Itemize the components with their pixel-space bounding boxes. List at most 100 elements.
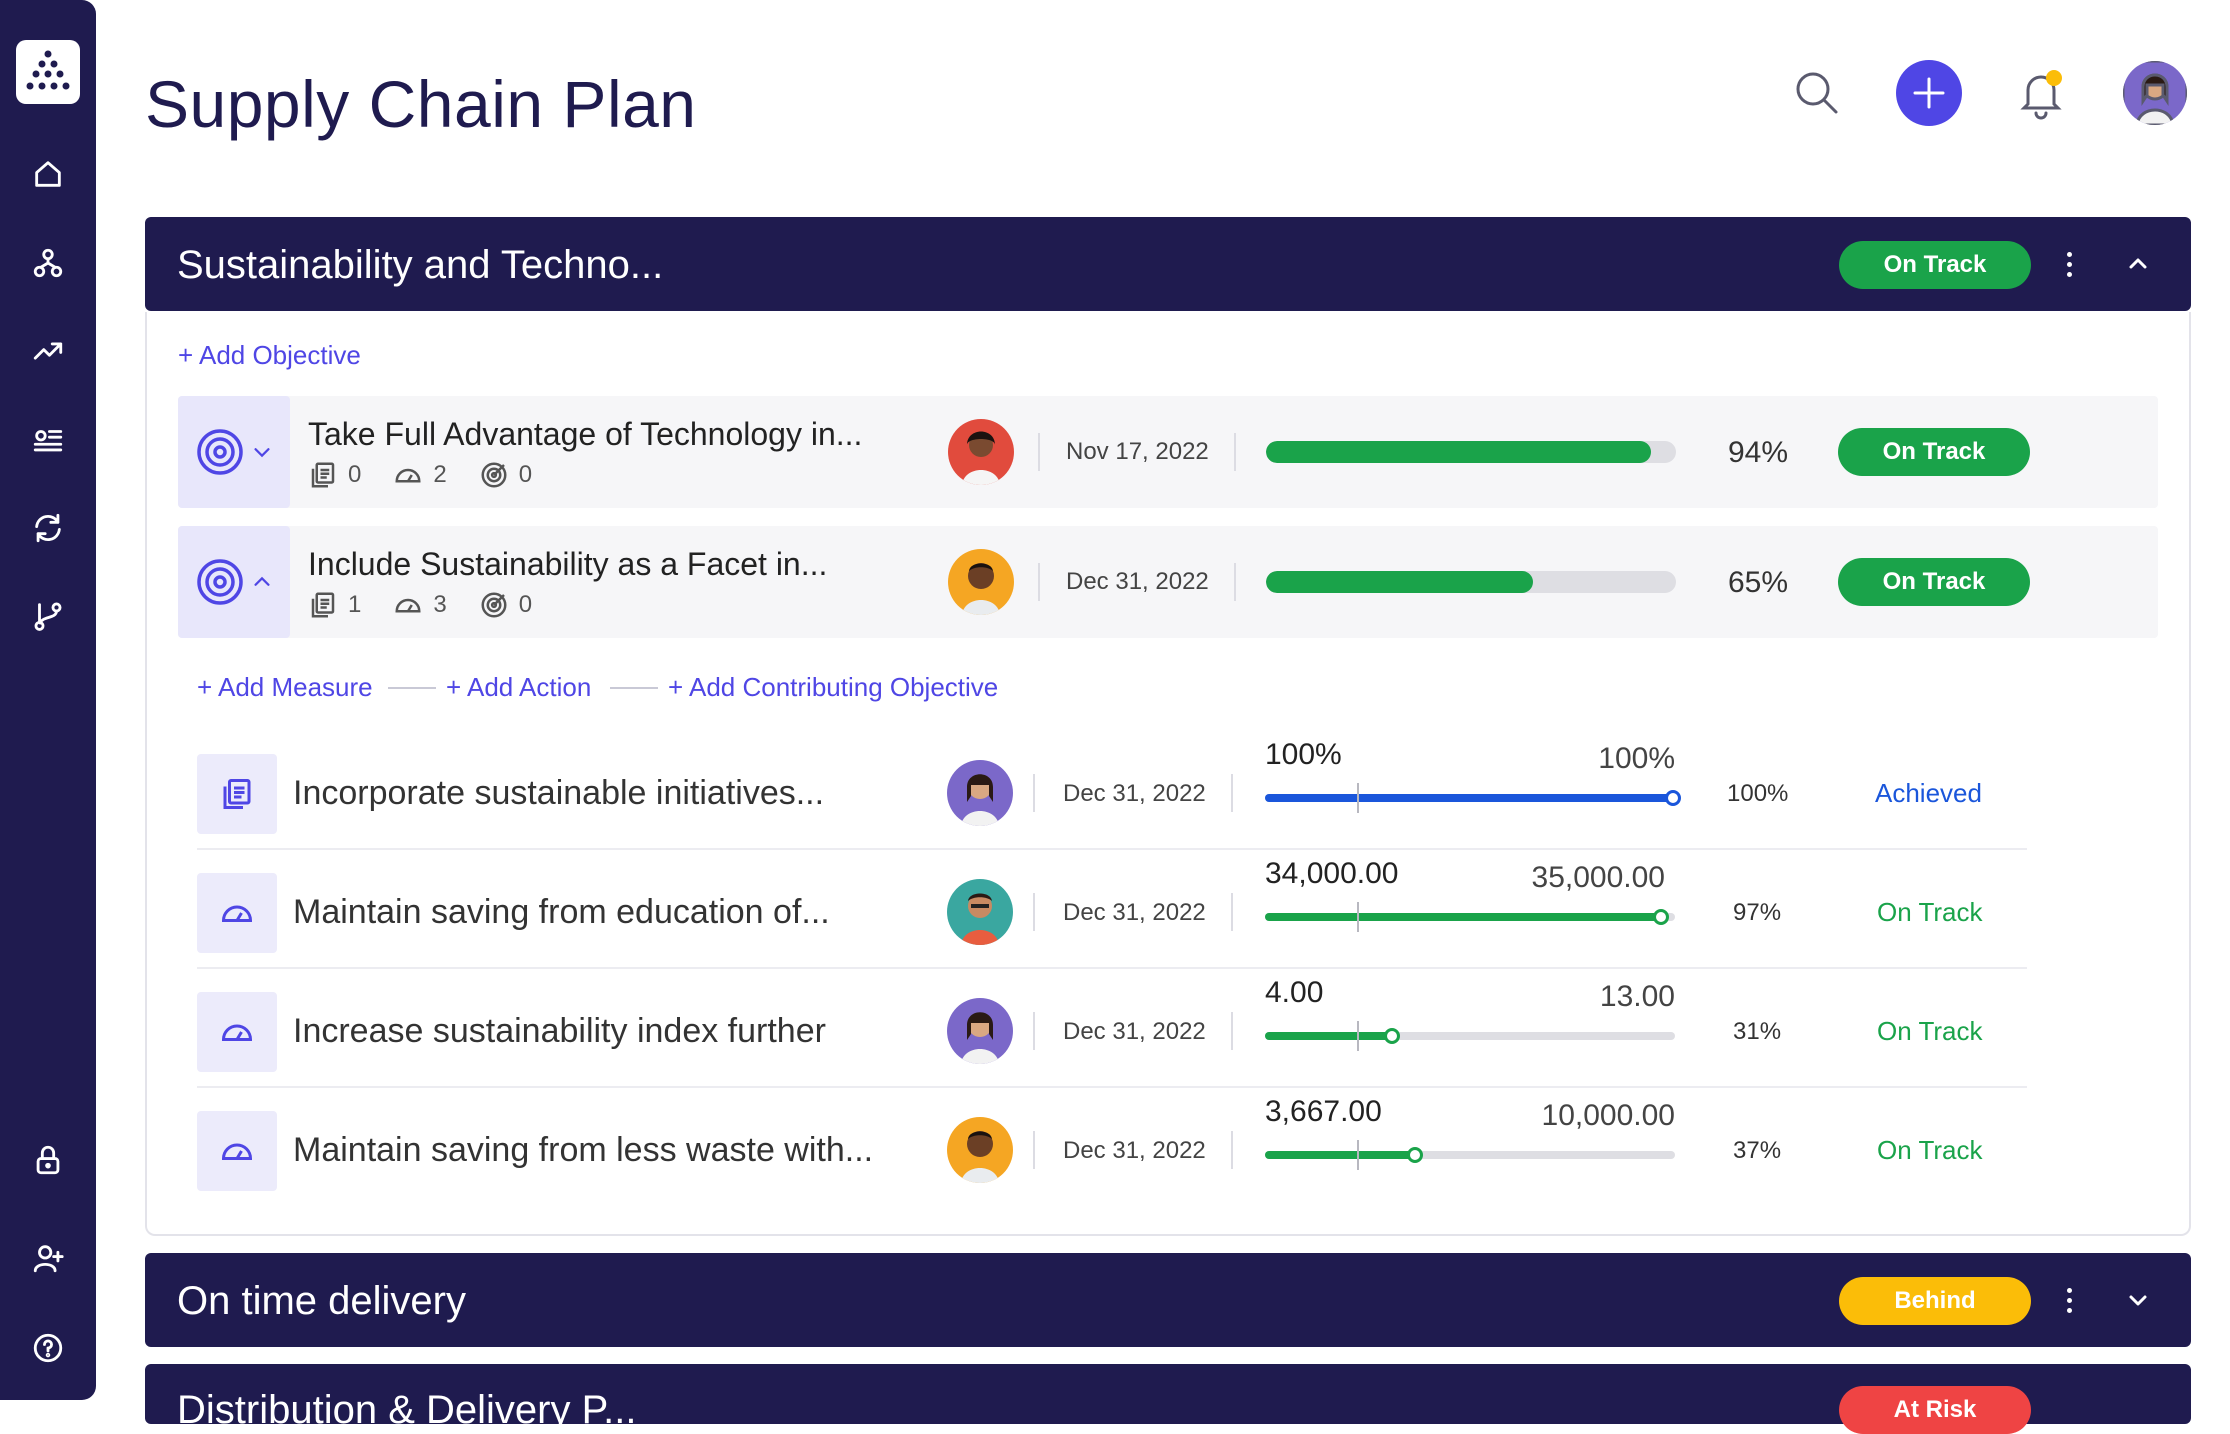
- chevron-down-icon[interactable]: [2120, 1282, 2156, 1318]
- objective-row[interactable]: Include Sustainability as a Facet in... …: [178, 526, 2158, 638]
- section-title: On time delivery: [177, 1279, 466, 1323]
- gauge-icon: [197, 992, 277, 1072]
- measures-count: 1: [348, 591, 362, 618]
- section-title: Distribution & Delivery P...: [177, 1388, 637, 1432]
- section-header[interactable]: On time delivery Behind: [145, 1253, 2191, 1347]
- notifications-button[interactable]: [2008, 60, 2074, 126]
- actions-count: 3: [433, 591, 447, 618]
- target-value: 13.00: [1599, 980, 1675, 1013]
- branch-icon[interactable]: [28, 596, 68, 636]
- app-logo[interactable]: [16, 40, 80, 104]
- owner-avatar[interactable]: [948, 419, 1014, 485]
- measures-count: 0: [348, 461, 362, 488]
- current-value: 3,667.00: [1265, 1095, 1382, 1128]
- due-date: Dec 31, 2022: [1063, 899, 1206, 926]
- section-header[interactable]: Distribution & Delivery P... At Risk: [145, 1364, 2191, 1434]
- trending-icon[interactable]: [28, 331, 68, 371]
- add-action-link[interactable]: + Add Action: [446, 672, 592, 702]
- home-icon[interactable]: [28, 154, 68, 194]
- owner-avatar[interactable]: [948, 549, 1014, 615]
- measure-percent: 97%: [1733, 899, 1782, 926]
- owner-avatar[interactable]: [947, 998, 1013, 1064]
- refresh-icon[interactable]: [28, 508, 68, 548]
- add-button[interactable]: [1896, 60, 1962, 126]
- target-icon: [197, 559, 243, 605]
- add-contributing-objective-link[interactable]: + Add Contributing Objective: [668, 672, 999, 702]
- measure-title[interactable]: Maintain saving from education of...: [293, 893, 830, 931]
- lock-icon[interactable]: [28, 1140, 68, 1180]
- page-title: Supply Chain Plan: [145, 67, 697, 141]
- measure-row[interactable]: Incorporate sustainable initiatives... D…: [197, 732, 2027, 850]
- gauge-icon: [197, 1111, 277, 1191]
- add-objective-link[interactable]: + Add Objective: [178, 340, 361, 370]
- measure-progress: [1265, 1140, 1675, 1170]
- target-small-icon: [481, 462, 507, 488]
- user-avatar[interactable]: [2122, 60, 2188, 126]
- measure-status: Achieved: [1875, 778, 1982, 808]
- status-badge: At Risk: [1839, 1386, 2031, 1434]
- measure-icon: [197, 754, 277, 834]
- progress-bar: [1266, 441, 1676, 463]
- measure-status: On Track: [1877, 1016, 1983, 1046]
- gauge-icon: [395, 468, 421, 483]
- measure-title[interactable]: Increase sustainability index further: [293, 1012, 826, 1050]
- status-badge: On Track: [1839, 241, 2031, 289]
- target-value: 35,000.00: [1531, 861, 1665, 894]
- due-date: Dec 31, 2022: [1063, 1018, 1206, 1045]
- list-icon[interactable]: [28, 420, 68, 460]
- objective-toggle[interactable]: [178, 396, 290, 508]
- search-button[interactable]: [1784, 60, 1850, 126]
- plus-icon: [1913, 77, 1945, 109]
- objective-counts: 1 3 0: [308, 590, 554, 620]
- progress-percent: 65%: [1728, 566, 1789, 599]
- due-date: Dec 31, 2022: [1063, 780, 1206, 807]
- gauge-icon: [395, 598, 421, 613]
- measure-icon: [311, 592, 335, 618]
- section-body: [145, 312, 2191, 1236]
- actions-count: 2: [433, 461, 447, 488]
- measure-percent: 37%: [1733, 1137, 1782, 1164]
- target-small-icon: [481, 592, 507, 618]
- search-icon: [1796, 72, 1838, 114]
- objective-title[interactable]: Include Sustainability as a Facet in...: [308, 546, 828, 582]
- measure-row[interactable]: Maintain saving from less waste with... …: [197, 1089, 2027, 1207]
- owner-avatar[interactable]: [947, 1117, 1013, 1183]
- due-date: Dec 31, 2022: [1063, 1137, 1206, 1164]
- current-value: 100%: [1265, 738, 1342, 771]
- add-measure-link[interactable]: + Add Measure: [197, 672, 373, 702]
- help-icon[interactable]: [28, 1328, 68, 1368]
- status-badge: On Track: [1838, 558, 2030, 606]
- section-header[interactable]: Sustainability and Techno... On Track: [145, 217, 2191, 311]
- due-date: Dec 31, 2022: [1066, 568, 1209, 595]
- section-title: Sustainability and Techno...: [177, 243, 664, 287]
- status-badge: On Track: [1838, 428, 2030, 476]
- gauge-icon: [197, 873, 277, 953]
- chevron-up-icon[interactable]: [2120, 246, 2156, 282]
- measure-title[interactable]: Maintain saving from less waste with...: [293, 1131, 874, 1169]
- more-menu-icon[interactable]: [2057, 1280, 2081, 1320]
- objective-row[interactable]: Take Full Advantage of Technology in... …: [178, 396, 2158, 508]
- owner-avatar[interactable]: [947, 879, 1013, 945]
- objectives-count: 0: [518, 461, 533, 488]
- more-menu-icon[interactable]: [2057, 244, 2081, 284]
- measure-status: On Track: [1877, 897, 1983, 927]
- measure-percent: 31%: [1733, 1018, 1782, 1045]
- hierarchy-icon[interactable]: [28, 243, 68, 283]
- add-user-icon[interactable]: [28, 1238, 68, 1278]
- sidebar: [0, 0, 96, 1400]
- objective-title[interactable]: Take Full Advantage of Technology in...: [308, 416, 863, 452]
- measure-row[interactable]: Maintain saving from education of... Dec…: [197, 851, 2027, 969]
- measure-progress: [1265, 783, 1681, 813]
- bell-icon: [2020, 70, 2062, 120]
- measure-percent: 100%: [1727, 780, 1789, 807]
- current-value: 4.00: [1265, 976, 1324, 1009]
- owner-avatar[interactable]: [947, 760, 1013, 826]
- target-value: 100%: [1598, 742, 1675, 775]
- chevron-down-icon: [254, 448, 270, 458]
- chevron-up-icon: [254, 576, 270, 586]
- measure-row[interactable]: Increase sustainability index further De…: [197, 970, 2027, 1088]
- due-date: Nov 17, 2022: [1066, 438, 1209, 465]
- objective-toggle[interactable]: [178, 526, 290, 638]
- objective-counts: 0 2 0: [308, 460, 554, 490]
- measure-title[interactable]: Incorporate sustainable initiatives...: [293, 774, 825, 812]
